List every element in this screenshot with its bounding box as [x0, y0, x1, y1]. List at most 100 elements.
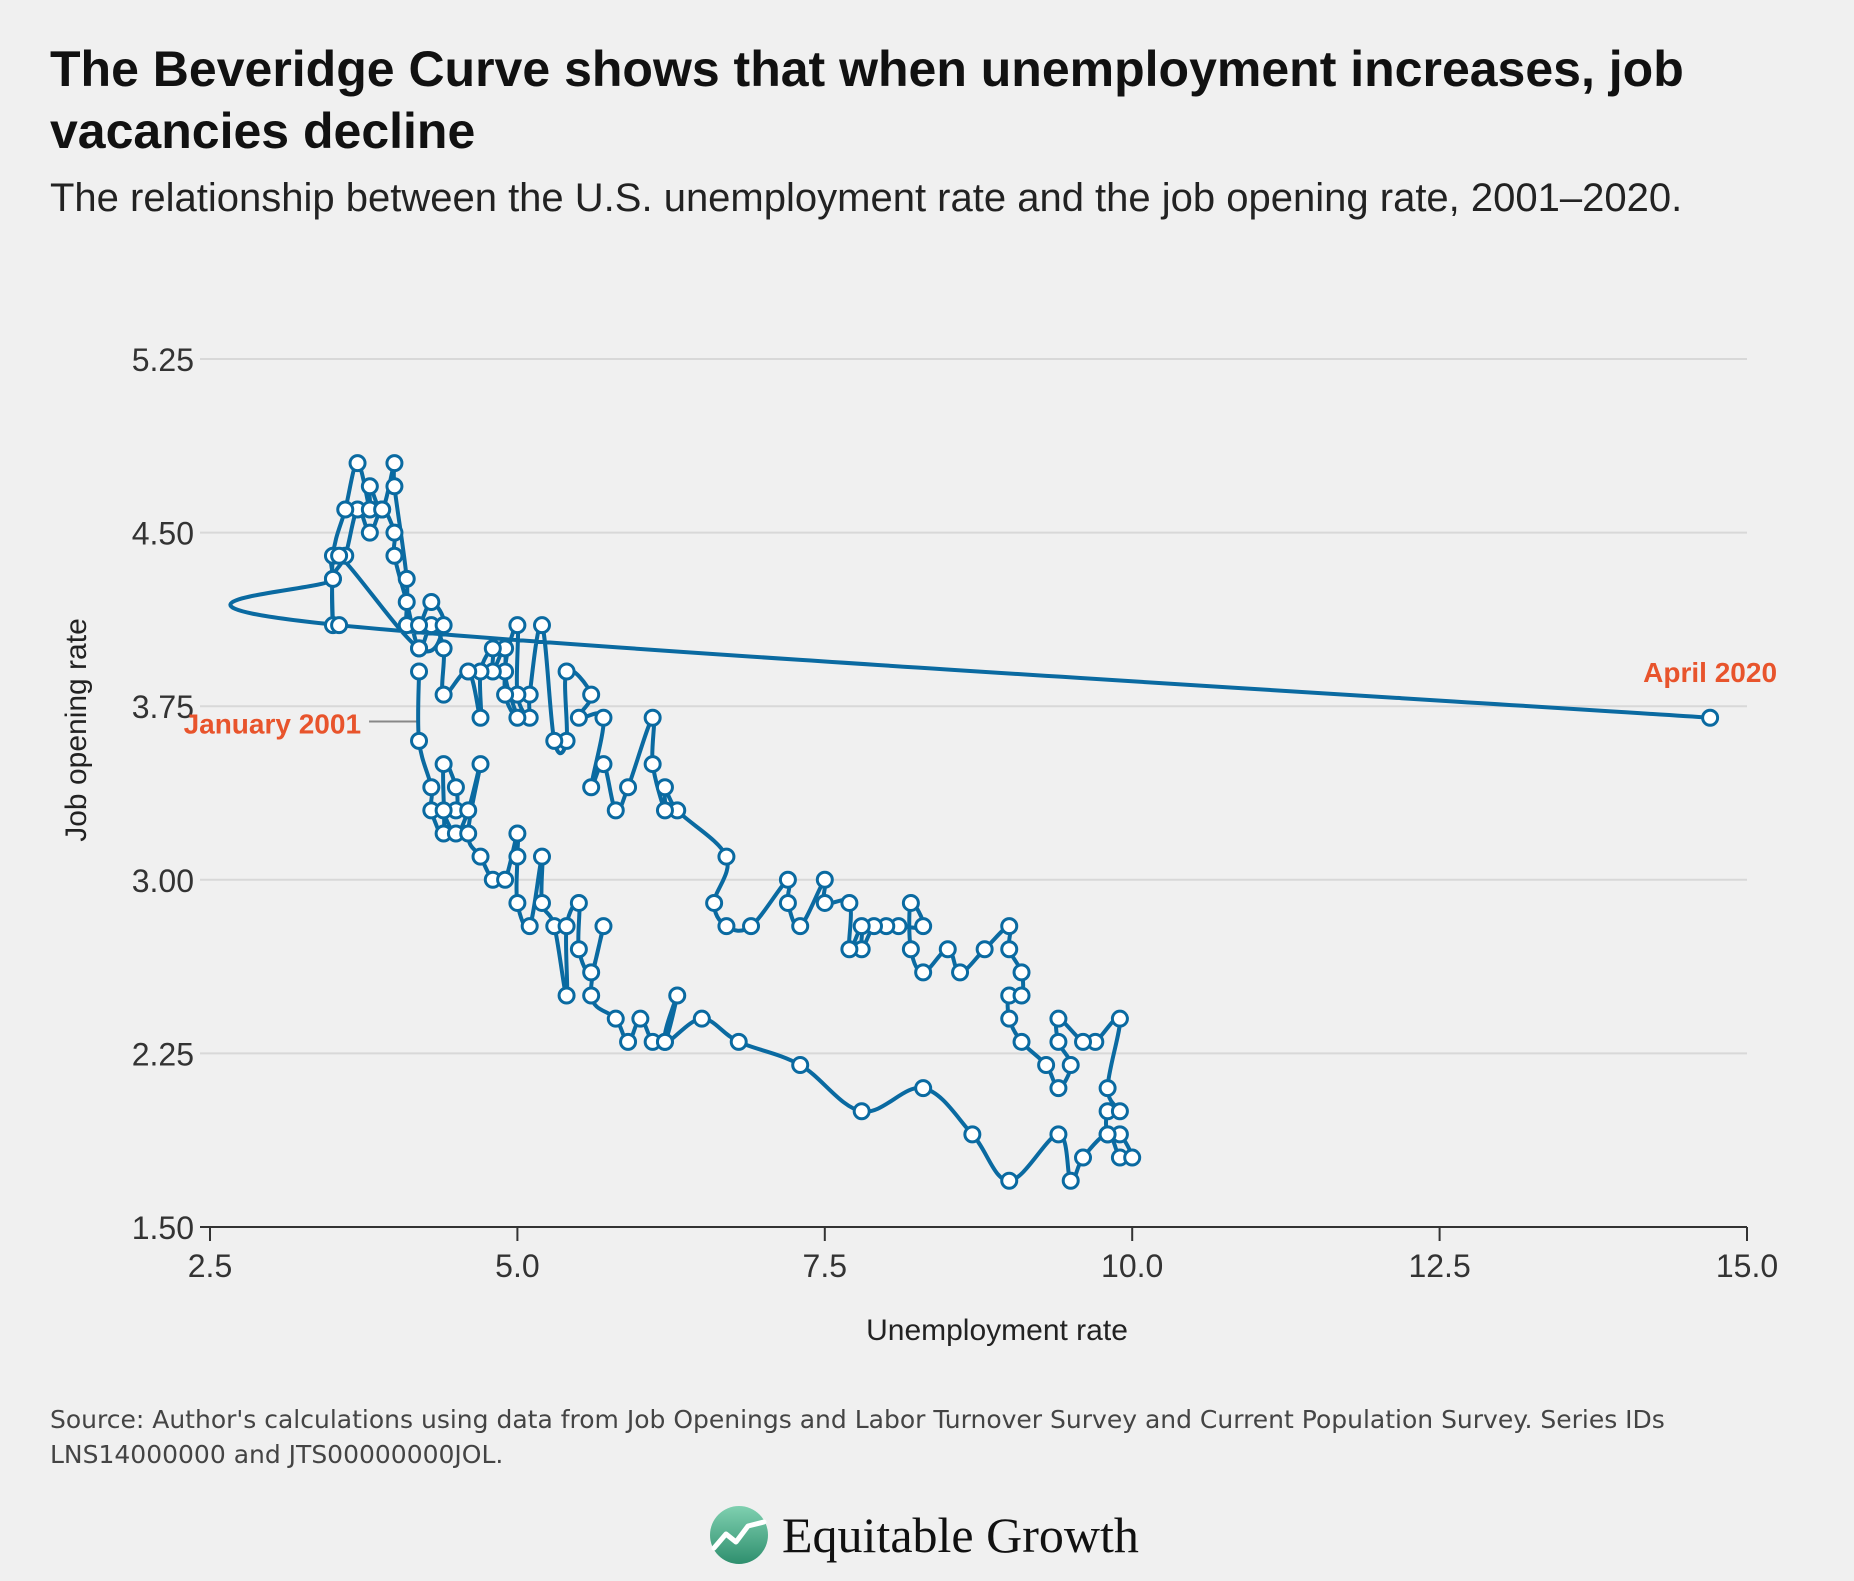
y-tick-label: 5.25 [132, 342, 194, 378]
data-point [975, 940, 994, 959]
y-tick-label: 3.00 [132, 863, 194, 899]
data-point [1049, 1032, 1068, 1051]
data-point [692, 1009, 711, 1028]
data-point [508, 893, 527, 912]
annotation-april-2020: April 2020 [1643, 657, 1777, 688]
data-point [508, 708, 527, 727]
data-point [778, 893, 797, 912]
data-point [385, 477, 404, 496]
data-point [360, 523, 379, 542]
data-point [594, 708, 613, 727]
data-point [852, 1102, 871, 1121]
data-point [569, 893, 588, 912]
data-point [557, 662, 576, 681]
data-point [1110, 1009, 1129, 1028]
data-point [323, 569, 342, 588]
data-point [1037, 1055, 1056, 1074]
data-point [1061, 1055, 1080, 1074]
data-point [410, 616, 429, 635]
data-point [717, 917, 736, 936]
data-point [791, 917, 810, 936]
y-tick-label: 2.25 [132, 1036, 194, 1072]
data-point [532, 616, 551, 635]
data-point [508, 847, 527, 866]
data-point [545, 731, 564, 750]
data-point [508, 824, 527, 843]
data-point [1049, 1009, 1068, 1028]
data-point [330, 546, 349, 565]
data-point [496, 870, 515, 889]
data-point [520, 917, 539, 936]
data-point [446, 778, 465, 797]
x-axis-label: Unemployment rate [866, 1314, 1128, 1347]
data-point [410, 731, 429, 750]
data-point [385, 454, 404, 473]
data-point [914, 1079, 933, 1098]
x-tick-label: 2.5 [188, 1248, 232, 1284]
data-point [619, 778, 638, 797]
data-point [434, 616, 453, 635]
data-point [655, 801, 674, 820]
data-point [840, 893, 859, 912]
data-point [582, 778, 601, 797]
equitable-growth-logo: Equitable Growth [708, 1500, 1139, 1570]
data-point [569, 708, 588, 727]
y-tick-label: 1.50 [132, 1210, 194, 1246]
data-point [459, 824, 478, 843]
data-point [483, 639, 502, 658]
data-point [422, 593, 441, 612]
data-point [532, 847, 551, 866]
data-point [471, 847, 490, 866]
data-point [1074, 1032, 1093, 1051]
data-point [594, 917, 613, 936]
data-point [1123, 1148, 1142, 1167]
data-point [557, 986, 576, 1005]
data-point [410, 662, 429, 681]
x-axis-ticks: 2.5 5.0 7.5 10.0 12.5 15.0 [188, 1227, 1778, 1284]
data-point [1110, 1102, 1129, 1121]
data-point [951, 963, 970, 982]
data-point [397, 569, 416, 588]
data-point [360, 477, 379, 496]
data-point [717, 847, 736, 866]
data-point [434, 639, 453, 658]
data-point [815, 893, 834, 912]
data-point [1074, 1148, 1093, 1167]
data-point [336, 500, 355, 519]
data-points [323, 454, 1720, 1190]
x-tick-label: 5.0 [495, 1248, 539, 1284]
data-point [1061, 1171, 1080, 1190]
data-point [557, 917, 576, 936]
data-point [791, 1055, 810, 1074]
annotation-leader-line [369, 671, 421, 723]
data-point [643, 755, 662, 774]
chart-title: The Beveridge Curve shows that when unem… [50, 41, 1684, 159]
data-point [1000, 1009, 1019, 1028]
data-point [1012, 986, 1031, 1005]
data-point [1012, 963, 1031, 982]
annotations: January 2001 April 2020 [184, 657, 1777, 740]
data-point [330, 616, 349, 635]
data-point [422, 778, 441, 797]
data-point [459, 801, 478, 820]
y-axis-ticks: 1.50 2.25 3.00 3.75 4.50 5.25 [132, 342, 194, 1246]
data-point [496, 685, 515, 704]
chart-subtitle: The relationship between the U.S. unempl… [50, 176, 1683, 220]
data-point [668, 986, 687, 1005]
data-point [397, 593, 416, 612]
data-point [1012, 1032, 1031, 1051]
x-tick-label: 7.5 [803, 1248, 847, 1284]
y-tick-label: 4.50 [132, 516, 194, 552]
data-point [901, 893, 920, 912]
data-point [385, 546, 404, 565]
data-point [901, 940, 920, 959]
data-point [655, 778, 674, 797]
data-point [594, 755, 613, 774]
data-point [434, 755, 453, 774]
data-point [582, 963, 601, 982]
data-point [852, 917, 871, 936]
y-tick-label: 3.75 [132, 689, 194, 725]
data-point [643, 708, 662, 727]
data-point [434, 685, 453, 704]
data-point [655, 1032, 674, 1051]
